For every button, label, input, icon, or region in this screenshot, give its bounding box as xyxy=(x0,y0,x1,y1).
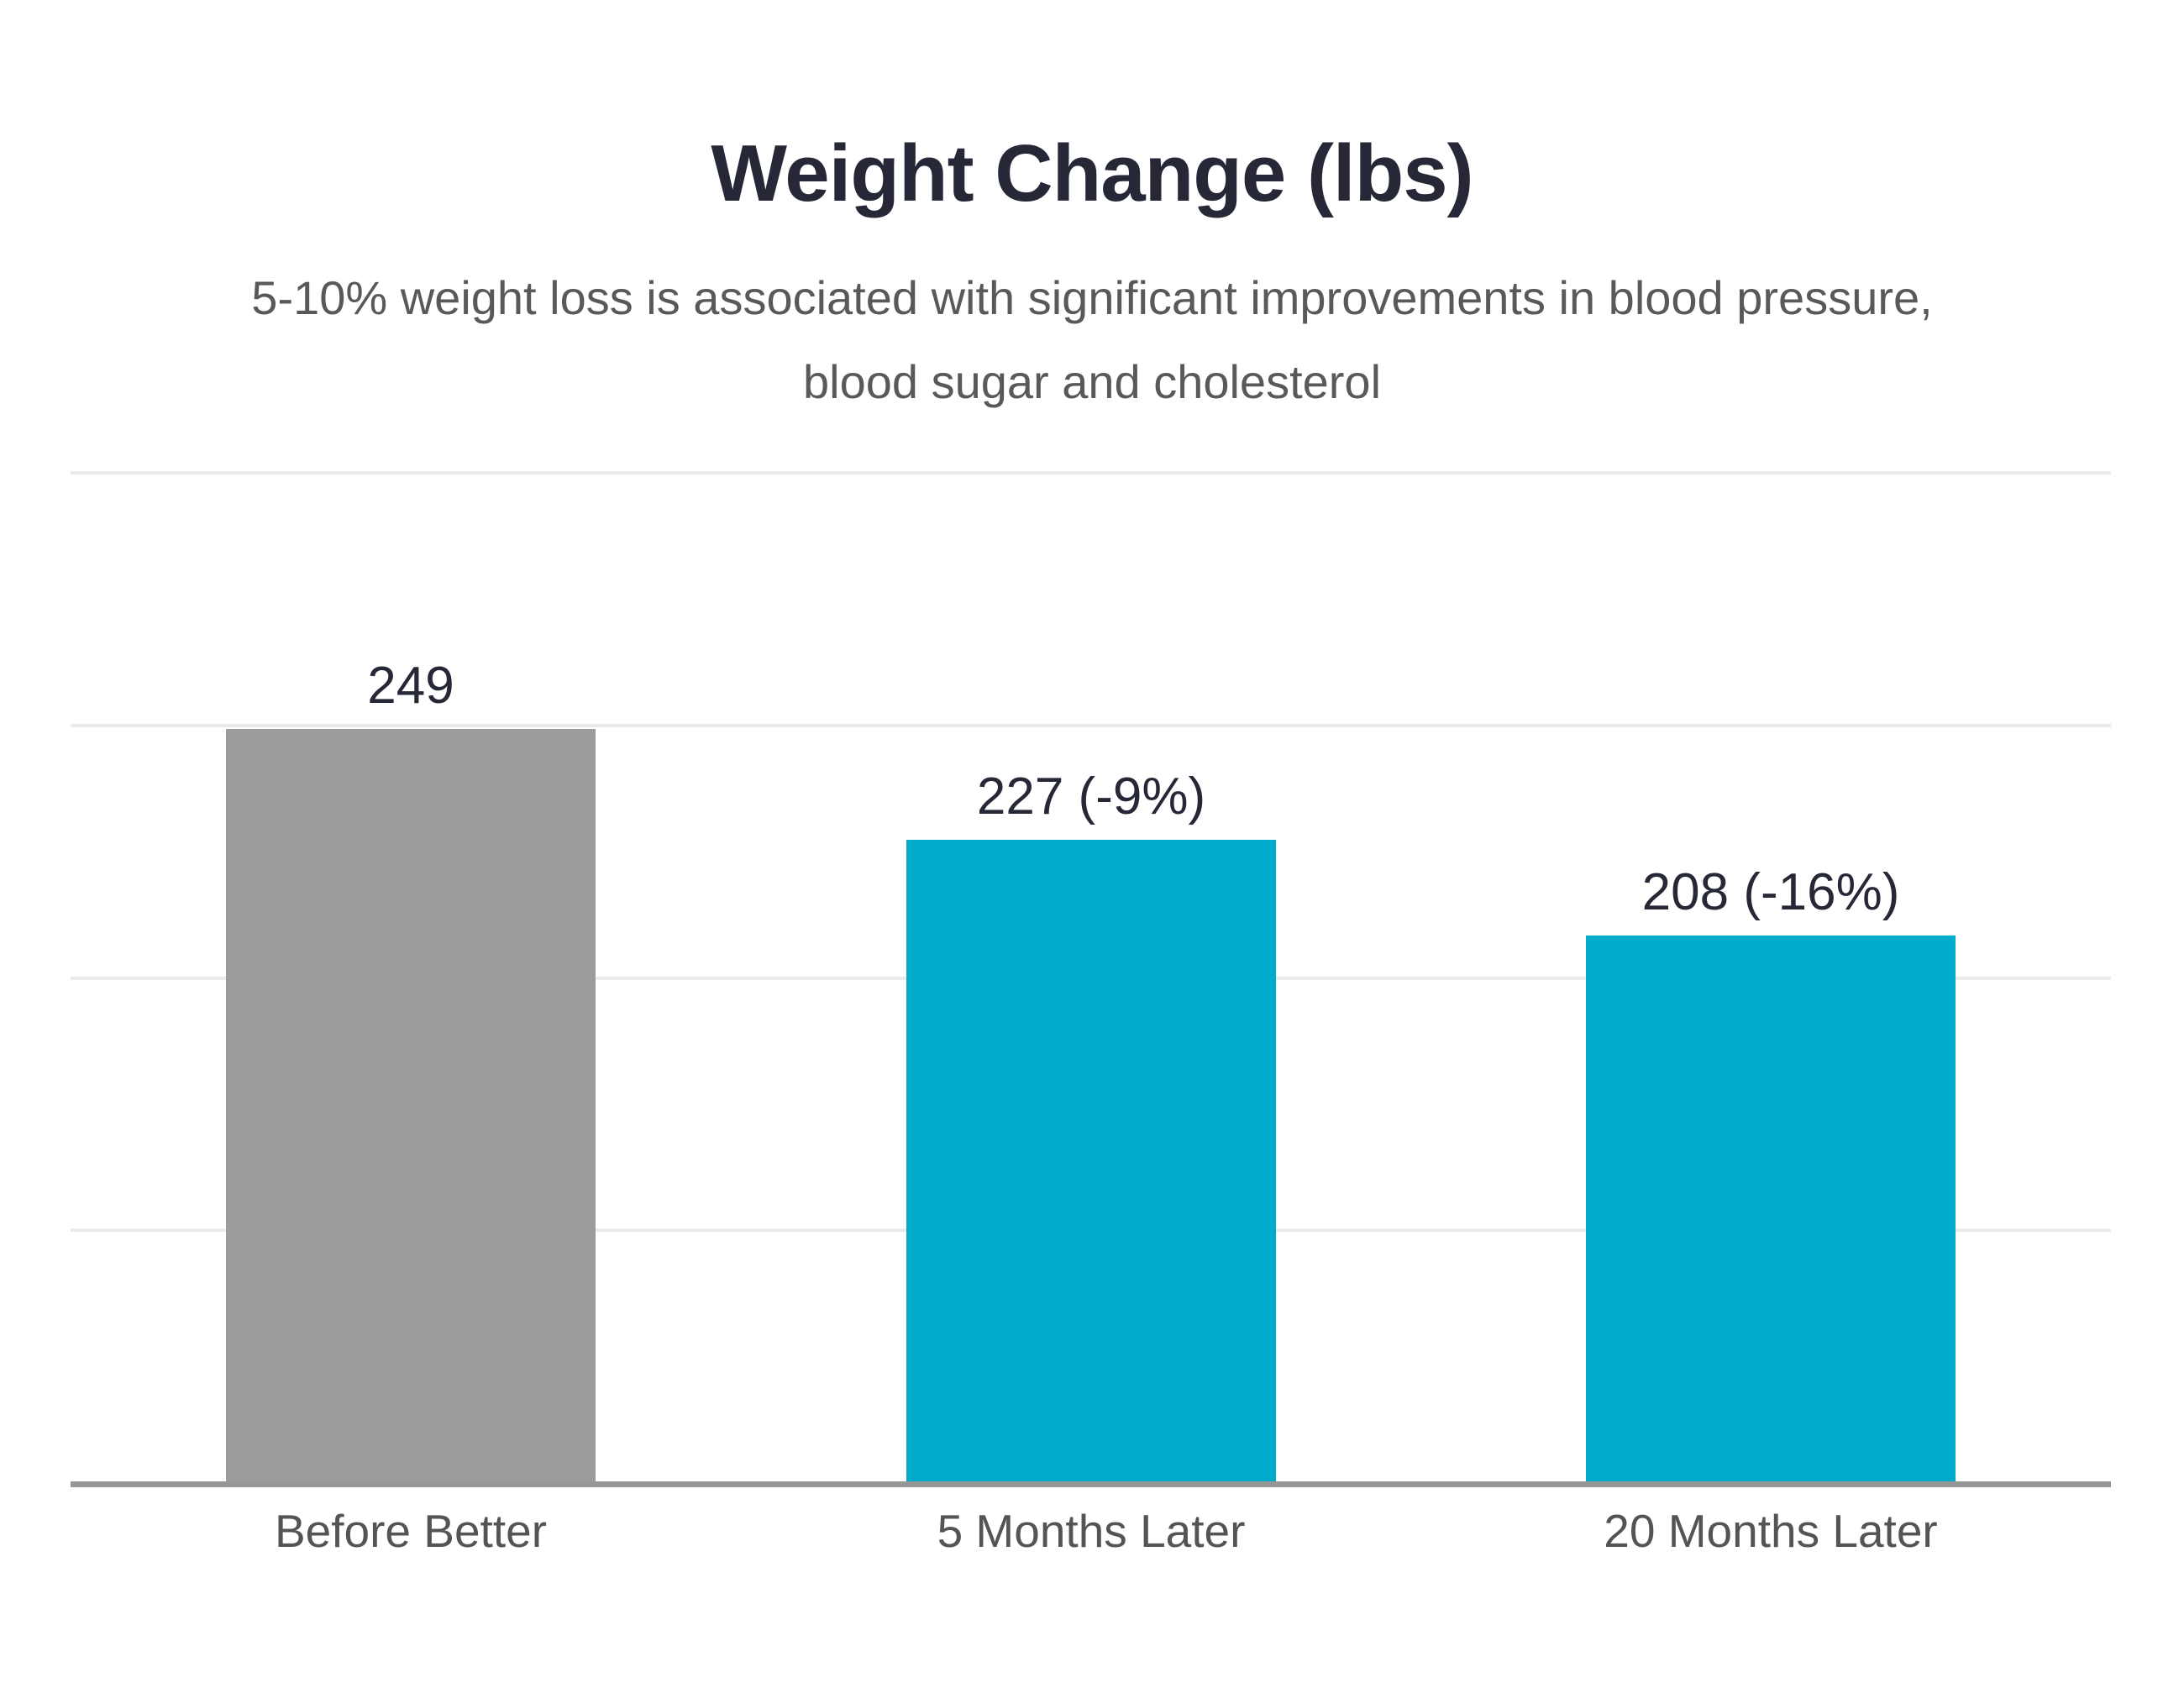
x-axis-line xyxy=(71,1481,2111,1487)
bar-5-months-later xyxy=(906,840,1276,1481)
x-axis-category-label-20-months-later: 20 Months Later xyxy=(1604,1505,1938,1557)
bar-value-label-before-better: 249 xyxy=(367,657,454,715)
subtitle-line-2: blood sugar and cholesterol xyxy=(802,355,1382,408)
plot-area: 249 Before Better 227 (-9%) 5 Months Later 2… xyxy=(71,471,2111,1557)
bar-before-better xyxy=(226,729,596,1481)
x-axis-category-label-5-months-later: 5 Months Later xyxy=(937,1505,1246,1557)
bar-20-months-later xyxy=(1586,936,1956,1481)
x-axis-category-label-before-better: Before Better xyxy=(274,1505,548,1557)
bar-value-label-5-months-later: 227 (-9%) xyxy=(976,768,1206,826)
chart-subtitle: 5-10% weight loss is associated with sig… xyxy=(0,256,2184,424)
bar-value-label-20-months-later: 208 (-16%) xyxy=(1641,863,1900,921)
subtitle-line-1: 5-10% weight loss is associated with sig… xyxy=(251,271,1933,324)
chart-title: Weight Change (lbs) xyxy=(711,128,1473,218)
gridline-300 xyxy=(71,471,2111,474)
gridline-250 xyxy=(71,724,2111,727)
